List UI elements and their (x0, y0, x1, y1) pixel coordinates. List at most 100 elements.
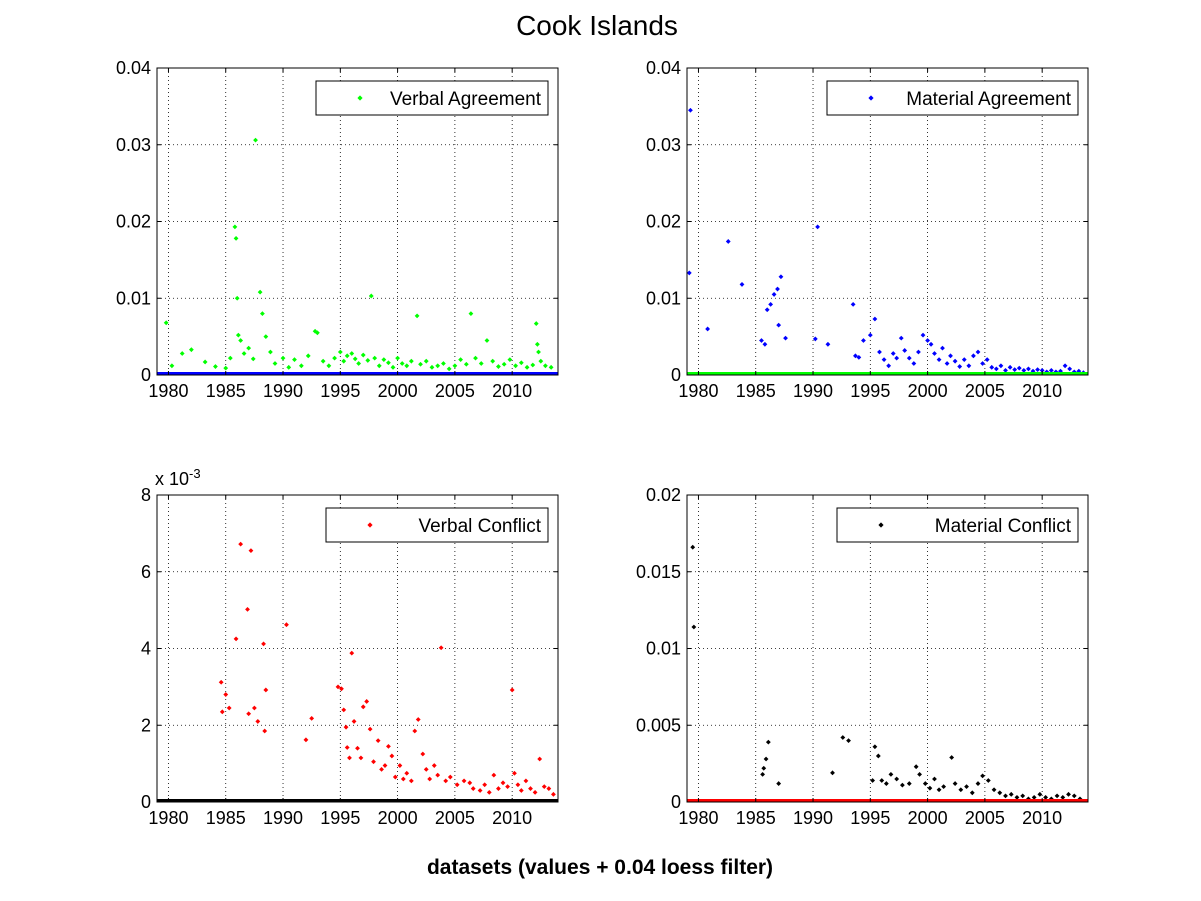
data-point (232, 224, 238, 230)
data-point (344, 745, 350, 750)
data-point (163, 320, 169, 326)
data-point (512, 770, 517, 776)
data-point (917, 771, 922, 777)
data-point (386, 743, 391, 749)
data-point (367, 726, 373, 732)
data-point (1054, 793, 1060, 799)
chart-title: Cook Islands (516, 10, 678, 41)
y-tick-label: 0.02 (646, 485, 681, 505)
data-point (523, 778, 529, 784)
data-point (260, 311, 265, 316)
legend-marker (878, 522, 884, 528)
x-tick-label: 1990 (793, 381, 833, 401)
data-point (226, 705, 232, 711)
data-point (496, 786, 501, 791)
data-point (395, 355, 400, 361)
data-point (358, 755, 364, 761)
data-point (850, 301, 856, 307)
data-point (477, 788, 483, 793)
data-point (513, 363, 519, 369)
data-point (998, 363, 1004, 369)
subplot-3: 1980 1985 1990 1995 2000 2005 2010 0 2 4 6 8x 10-3 V… (141, 466, 559, 828)
data-point (881, 357, 887, 363)
x-tick-label: 1985 (736, 381, 776, 401)
data-point (763, 756, 769, 762)
data-point (399, 361, 405, 366)
data-point (429, 364, 435, 370)
data-point (759, 338, 764, 343)
data-point (1007, 364, 1013, 370)
data-point (985, 778, 991, 783)
data-point (911, 361, 917, 366)
x-tick-label: 2005 (435, 381, 475, 401)
y-tick-label: 0 (141, 792, 151, 812)
data-point (219, 709, 225, 715)
data-point (856, 354, 862, 360)
data-point (292, 357, 297, 363)
y-tick-label: 0.02 (116, 212, 151, 232)
y-tick-label: 0.03 (646, 135, 681, 155)
data-point (922, 781, 928, 786)
data-point (533, 321, 539, 326)
data-point (964, 784, 969, 790)
data-point (496, 364, 501, 369)
y-scale-exponent: -3 (189, 466, 201, 481)
data-point (454, 782, 460, 788)
data-point (890, 351, 896, 356)
data-point (764, 307, 770, 313)
data-point (490, 358, 496, 364)
data-point (932, 351, 937, 356)
legend-box (315, 80, 549, 116)
data-point (349, 351, 355, 356)
data-point (202, 359, 208, 365)
data-point (372, 355, 378, 361)
x-tick-label: 1985 (206, 808, 246, 828)
data-point (280, 355, 286, 361)
subplot-grid: 1980 1985 1990 1995 2000 2005 201000.010.020.0… (116, 58, 1089, 828)
data-point (381, 357, 387, 363)
data-point (975, 349, 981, 355)
legend-marker (367, 522, 373, 528)
data-point (932, 776, 937, 782)
data-point (940, 345, 945, 351)
y-tick-label: 0.02 (646, 212, 681, 232)
y-tick-label: 0.005 (636, 715, 681, 735)
data-point (364, 699, 370, 704)
data-point (936, 787, 942, 793)
data-point (349, 650, 355, 656)
data-point (257, 289, 263, 295)
data-point (1031, 794, 1037, 800)
y-tick-label: 6 (141, 562, 151, 582)
data-point (902, 348, 908, 353)
data-point (379, 766, 384, 772)
data-point (1067, 366, 1073, 372)
data-point (263, 687, 269, 693)
x-tick-label: 1995 (850, 381, 890, 401)
data-point (1026, 366, 1031, 372)
data-point (233, 235, 239, 241)
data-point (1048, 367, 1054, 373)
data-point (408, 358, 414, 364)
data-point (883, 781, 889, 786)
subplot-2: 1980 1985 1990 1995 2000 2005 2010 0 0.01 0.02 0.0… (646, 58, 1089, 401)
data-point (518, 788, 524, 793)
data-point (705, 326, 711, 332)
data-point (376, 363, 382, 369)
data-point (458, 357, 464, 363)
data-point (952, 781, 958, 786)
data-point (262, 728, 268, 734)
data-point (315, 330, 320, 336)
data-point (1066, 791, 1071, 797)
data-point (952, 358, 958, 364)
y-tick-label: 0.01 (116, 288, 151, 308)
x-tick-label: 2000 (378, 381, 418, 401)
data-point (899, 782, 905, 788)
data-point (446, 366, 452, 372)
data-point (980, 773, 985, 779)
x-tick-label: 1990 (263, 808, 303, 828)
data-point (268, 349, 273, 355)
data-point (435, 772, 441, 778)
data-point (420, 751, 426, 757)
data-point (179, 351, 185, 356)
data-point (548, 364, 554, 370)
